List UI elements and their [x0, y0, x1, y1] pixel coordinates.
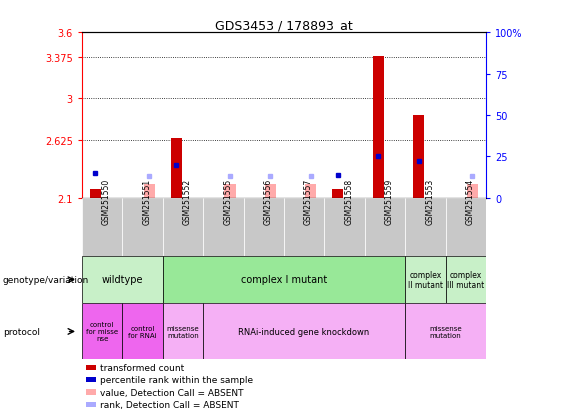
- Bar: [405, 304, 486, 359]
- Text: RNAi-induced gene knockdown: RNAi-induced gene knockdown: [238, 327, 370, 336]
- Bar: [86, 377, 96, 382]
- Bar: [265, 185, 276, 198]
- Bar: [372, 57, 384, 198]
- Bar: [122, 304, 163, 359]
- Text: missense
mutation: missense mutation: [429, 325, 462, 338]
- Bar: [445, 256, 486, 304]
- Text: GSM251557: GSM251557: [304, 178, 313, 224]
- Bar: [244, 198, 284, 256]
- Text: value, Detection Call = ABSENT: value, Detection Call = ABSENT: [100, 387, 244, 396]
- Text: GSM251552: GSM251552: [183, 178, 192, 224]
- Bar: [90, 190, 101, 198]
- Bar: [413, 116, 424, 198]
- Bar: [163, 304, 203, 359]
- Bar: [405, 256, 445, 304]
- Text: GSM251559: GSM251559: [385, 178, 394, 224]
- Text: transformed count: transformed count: [100, 363, 184, 372]
- Bar: [203, 198, 244, 256]
- Text: complex
II mutant: complex II mutant: [408, 270, 443, 290]
- Bar: [284, 198, 324, 256]
- Bar: [305, 185, 316, 198]
- Text: complex I mutant: complex I mutant: [241, 275, 327, 285]
- Text: GSM251555: GSM251555: [223, 178, 232, 224]
- Bar: [82, 198, 122, 256]
- Title: GDS3453 / 178893_at: GDS3453 / 178893_at: [215, 19, 353, 32]
- Bar: [467, 185, 478, 198]
- Bar: [82, 304, 122, 359]
- Text: GSM251551: GSM251551: [142, 178, 151, 224]
- Text: GSM251556: GSM251556: [264, 178, 273, 224]
- Bar: [446, 198, 486, 256]
- Bar: [324, 198, 365, 256]
- Text: rank, Detection Call = ABSENT: rank, Detection Call = ABSENT: [100, 400, 239, 409]
- Text: missense
mutation: missense mutation: [167, 325, 199, 338]
- Bar: [86, 389, 96, 395]
- Bar: [203, 304, 405, 359]
- Bar: [365, 198, 405, 256]
- Bar: [224, 185, 236, 198]
- Bar: [332, 190, 344, 198]
- Bar: [144, 185, 155, 198]
- Text: wildtype: wildtype: [102, 275, 143, 285]
- Bar: [82, 256, 163, 304]
- Bar: [163, 256, 405, 304]
- Text: GSM251558: GSM251558: [345, 178, 354, 224]
- Text: protocol: protocol: [3, 327, 40, 336]
- Text: GSM251554: GSM251554: [466, 178, 475, 224]
- Text: control
for RNAi: control for RNAi: [128, 325, 157, 338]
- Text: control
for misse
nse: control for misse nse: [86, 321, 118, 342]
- Bar: [122, 198, 163, 256]
- Text: percentile rank within the sample: percentile rank within the sample: [100, 375, 253, 384]
- Text: GSM251550: GSM251550: [102, 178, 111, 224]
- Bar: [171, 139, 182, 198]
- Text: genotype/variation: genotype/variation: [3, 275, 89, 285]
- Bar: [86, 365, 96, 370]
- Text: GSM251553: GSM251553: [425, 178, 434, 224]
- Bar: [86, 402, 96, 407]
- Bar: [405, 198, 445, 256]
- Bar: [163, 198, 203, 256]
- Text: complex
III mutant: complex III mutant: [447, 270, 484, 290]
